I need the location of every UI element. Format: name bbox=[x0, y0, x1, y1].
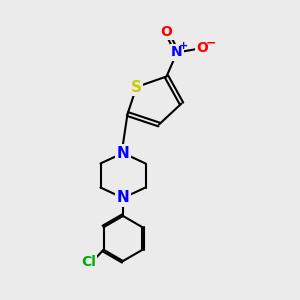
Text: N: N bbox=[171, 46, 183, 59]
Text: +: + bbox=[179, 41, 188, 51]
Text: O: O bbox=[196, 41, 208, 55]
Text: O: O bbox=[160, 25, 172, 38]
Text: Cl: Cl bbox=[81, 255, 96, 269]
Text: S: S bbox=[131, 80, 142, 94]
Text: −: − bbox=[206, 36, 216, 49]
Text: N: N bbox=[117, 190, 129, 206]
Text: N: N bbox=[117, 146, 129, 160]
